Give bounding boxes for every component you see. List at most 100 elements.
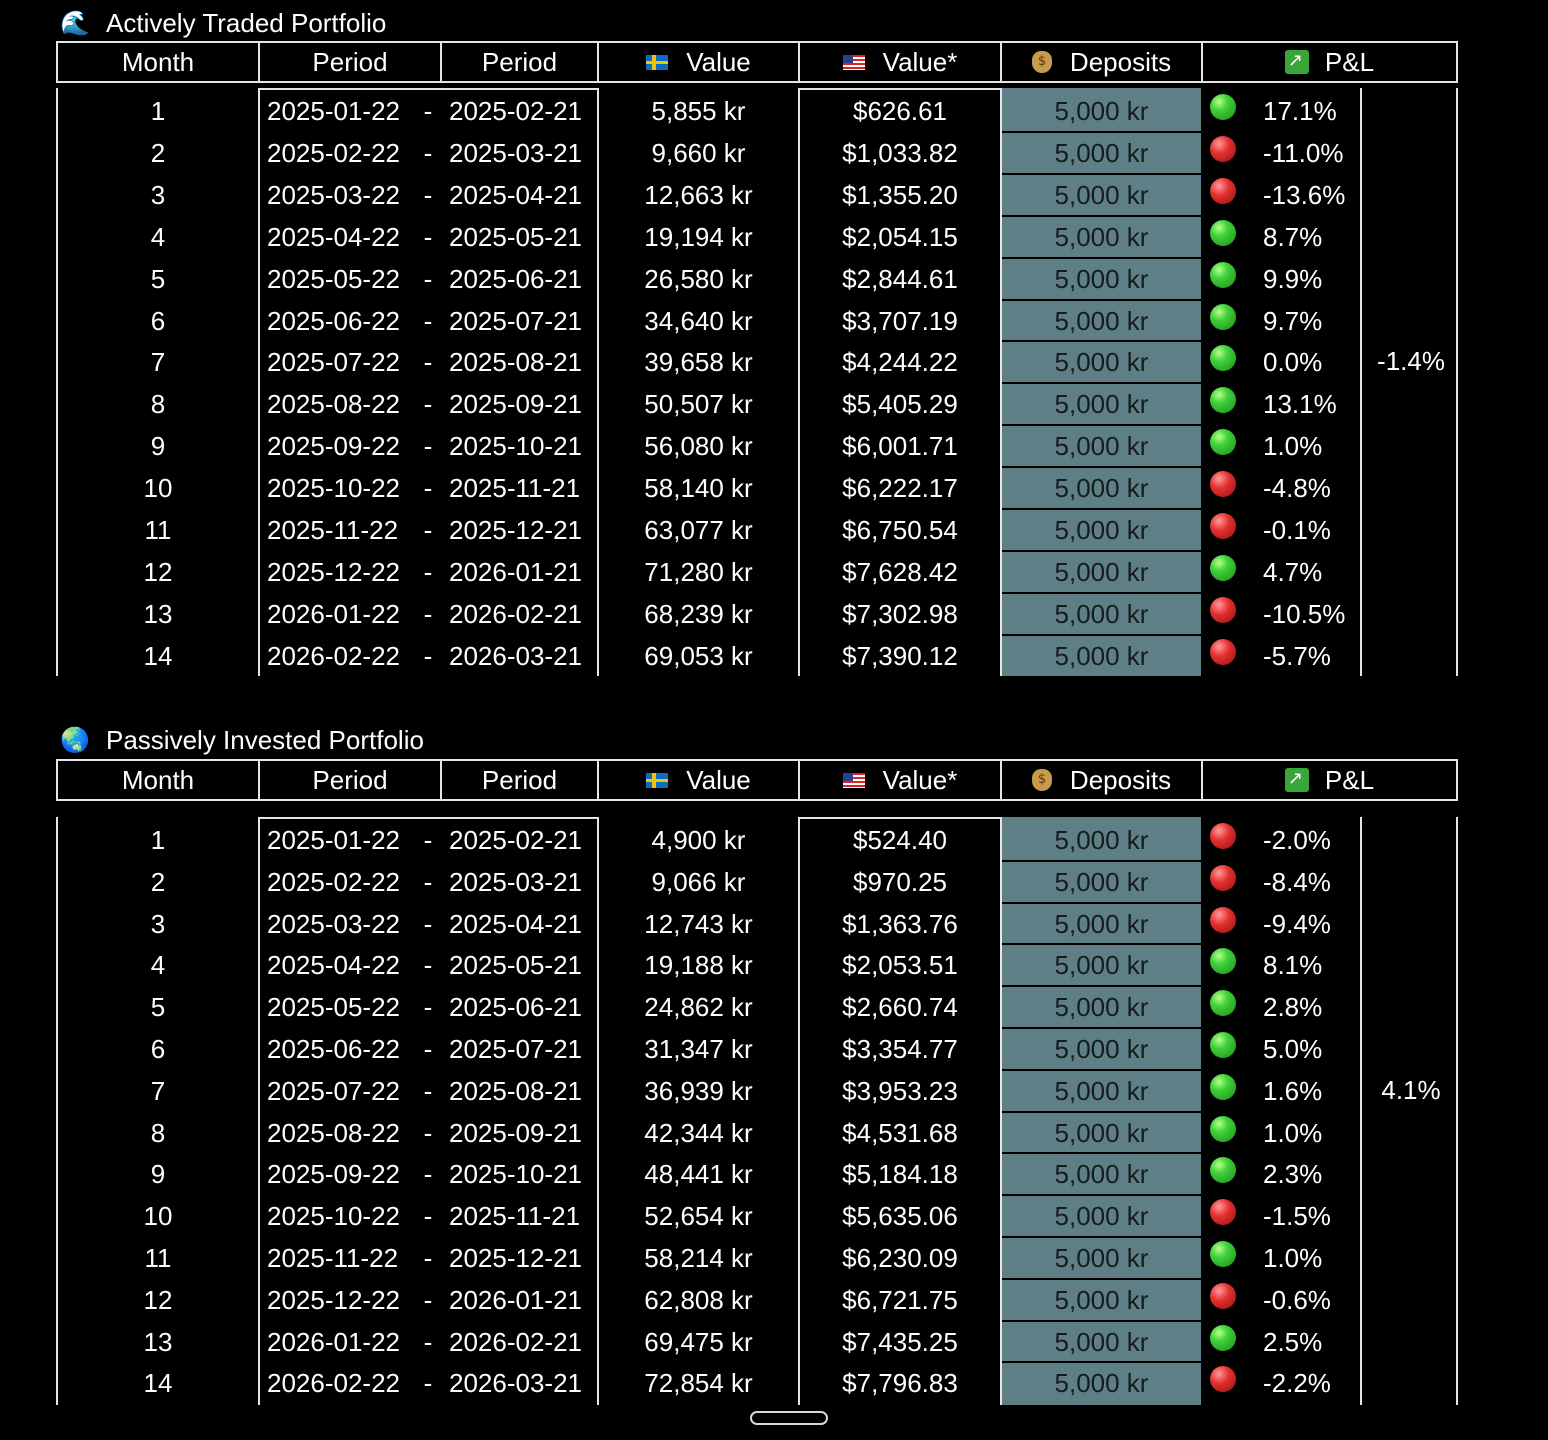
column-divider: [56, 88, 58, 676]
period-end-cell: 2025-02-21: [449, 96, 582, 126]
pnl-cell: -9.4%: [1263, 908, 1331, 939]
month-cell: 4: [150, 221, 166, 252]
period-end-cell: 2025-03-21: [449, 137, 582, 168]
wave-icon: 🌊: [60, 9, 90, 37]
header-value-usd[interactable]: Value*: [799, 43, 1001, 81]
header-pnl[interactable]: P&L: [1202, 43, 1457, 81]
header-label: Period: [312, 764, 388, 795]
header-period-start[interactable]: Period: [259, 43, 441, 81]
header-period-end[interactable]: Period: [441, 43, 598, 81]
period-separator: -: [423, 1284, 433, 1315]
month-cell: 11: [144, 1243, 172, 1273]
deposit-cell: 5,000 kr: [1054, 1201, 1149, 1232]
green-circle-icon: [1210, 948, 1236, 975]
pnl-cell: 1.0%: [1263, 1243, 1323, 1273]
column-divider: [1360, 88, 1362, 676]
header-label: Value: [686, 46, 751, 77]
table-header: Month Period Period Value Value* Deposits P&L: [57, 41, 1457, 83]
header-label: Period: [481, 46, 558, 77]
month-cell: 9: [150, 1159, 166, 1190]
month-cell: 13: [143, 598, 173, 629]
header-deposits[interactable]: Deposits: [1001, 43, 1202, 81]
deposit-row-separator: [1002, 130, 1201, 133]
column-divider: [1000, 88, 1002, 676]
period-start-cell: 2025-11-22: [267, 1243, 399, 1273]
deposit-row-separator: [1002, 591, 1201, 594]
box-top-border: [259, 88, 598, 90]
header-month[interactable]: Month: [57, 43, 259, 81]
scroll-handle[interactable]: [750, 1411, 828, 1425]
green-circle-icon: [1210, 1241, 1236, 1267]
header-label: Value: [686, 764, 751, 795]
green-circle-icon: [1210, 261, 1236, 288]
deposit-row-separator: [1002, 382, 1201, 385]
value-sek-cell: 4,900 kr: [651, 825, 746, 855]
deposit-cell: 5,000 kr: [1054, 96, 1149, 126]
period-start-cell: 2025-07-22: [267, 1075, 400, 1106]
header-pnl[interactable]: P&L: [1202, 761, 1457, 799]
green-circle-icon: [1210, 345, 1236, 372]
header-deposits[interactable]: Deposits: [1001, 761, 1202, 799]
deposit-cell: 5,000 kr: [1054, 1117, 1149, 1148]
period-end-cell: 2025-08-21: [449, 347, 582, 378]
column-divider: [258, 88, 260, 676]
header-period-end[interactable]: Period: [441, 761, 598, 799]
value-sek-cell: 52,654 kr: [644, 1201, 753, 1232]
value-sek-cell: 50,507 kr: [644, 389, 753, 420]
month-cell: 8: [150, 1117, 166, 1148]
period-separator: -: [423, 1243, 433, 1273]
deposit-cell: 5,000 kr: [1054, 640, 1149, 671]
header-label: P&L: [1324, 764, 1375, 795]
period-end-cell: 2025-12-21: [449, 515, 582, 545]
header-value-usd[interactable]: Value*: [799, 761, 1001, 799]
month-cell: 6: [150, 305, 166, 336]
period-start-cell: 2025-01-22: [267, 825, 400, 855]
table-border: [56, 759, 58, 801]
deposit-cell: 5,000 kr: [1054, 598, 1149, 629]
deposit-row-separator: [1002, 1319, 1201, 1322]
deposit-cell: 5,000 kr: [1054, 1159, 1149, 1190]
month-cell: 12: [143, 556, 173, 587]
month-cell: 1: [150, 825, 166, 855]
deposit-row-separator: [1002, 549, 1201, 552]
portfolio-title-text: Actively Traded Portfolio: [106, 7, 387, 38]
header-label: Value*: [882, 764, 958, 795]
green-circle-icon: [1210, 1157, 1236, 1184]
header-label: Deposits: [1069, 764, 1172, 795]
column-divider: [798, 759, 800, 801]
month-cell: 10: [143, 473, 173, 504]
red-circle-icon: [1210, 638, 1236, 665]
table-header: Month Period Period Value Value* Deposits P&L: [57, 759, 1457, 801]
header-value-sek[interactable]: Value: [598, 43, 799, 81]
period-separator: -: [423, 1159, 433, 1190]
value-usd-cell: $6,750.54: [842, 515, 958, 545]
header-value-sek[interactable]: Value: [598, 761, 799, 799]
deposit-cell: 5,000 kr: [1054, 431, 1149, 462]
value-sek-cell: 39,658 kr: [644, 347, 753, 378]
box-top-border: [799, 817, 1001, 819]
deposit-cell: 5,000 kr: [1054, 1243, 1149, 1273]
red-circle-icon: [1210, 1199, 1236, 1226]
period-end-cell: 2026-01-21: [449, 1284, 582, 1315]
period-separator: -: [423, 431, 433, 462]
value-sek-cell: 68,239 kr: [644, 598, 753, 629]
value-sek-cell: 19,188 kr: [644, 950, 753, 981]
red-circle-icon: [1210, 471, 1236, 498]
header-month[interactable]: Month: [57, 761, 259, 799]
table-border: [56, 41, 58, 83]
header-period-start[interactable]: Period: [259, 761, 441, 799]
value-usd-cell: $2,053.51: [842, 950, 958, 981]
value-usd-cell: $6,001.71: [842, 431, 958, 462]
period-end-cell: 2025-07-21: [449, 1034, 582, 1064]
deposit-cell: 5,000 kr: [1054, 137, 1149, 168]
value-sek-cell: 58,214 kr: [644, 1243, 753, 1273]
deposit-cell: 5,000 kr: [1054, 221, 1149, 252]
header-label: Month: [121, 764, 195, 795]
pnl-cell: 2.5%: [1263, 1326, 1323, 1357]
deposit-cell: 5,000 kr: [1054, 347, 1149, 378]
period-start-cell: 2025-06-22: [267, 305, 400, 336]
period-end-cell: 2025-08-21: [449, 1075, 582, 1106]
deposit-row-separator: [1002, 298, 1201, 301]
deposit-cell: 5,000 kr: [1054, 950, 1149, 981]
period-separator: -: [423, 1201, 433, 1232]
